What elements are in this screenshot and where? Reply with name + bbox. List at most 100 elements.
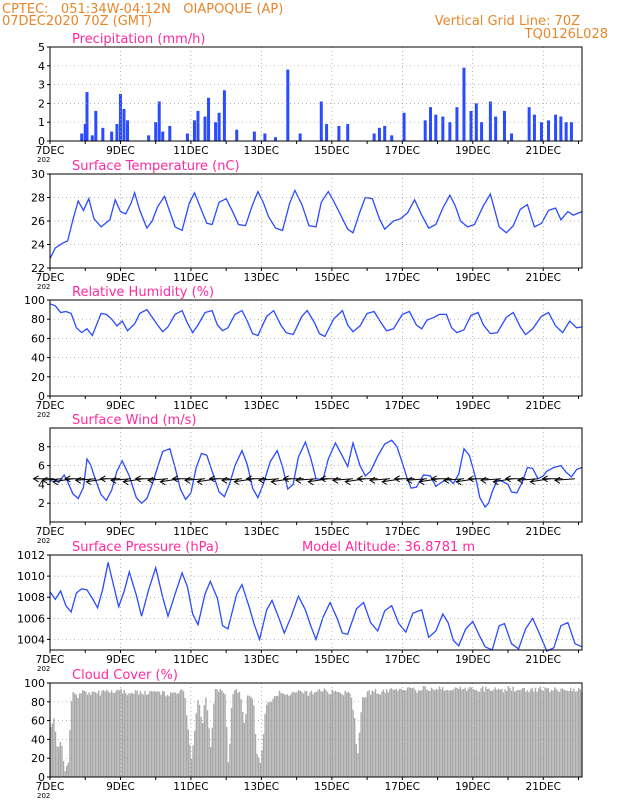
y-tick-label: 2	[38, 497, 45, 510]
cloud-bar	[312, 694, 314, 777]
plot-frame	[49, 554, 583, 651]
cloud-bar	[104, 691, 106, 777]
cloud-bar	[376, 693, 378, 777]
x-tick-label: 15DEC	[314, 526, 349, 538]
cloud-bar	[314, 692, 316, 777]
cloud-bar	[93, 691, 95, 777]
cloud-bar	[162, 690, 164, 777]
precip-bar	[147, 135, 151, 141]
cloud-bar	[70, 701, 73, 777]
x-tick-label: 15DEC	[314, 145, 349, 157]
cloud-bar	[418, 690, 420, 777]
rh-line	[49, 303, 583, 338]
cloud-bar	[491, 690, 493, 777]
wind-arrowhead	[369, 476, 376, 484]
cloud-bar	[459, 686, 461, 777]
cloud-bar	[51, 723, 53, 777]
cloud-bar	[486, 689, 489, 777]
x-tick-label: 19DEC	[455, 654, 490, 666]
precip-bar	[559, 116, 563, 141]
cloud-bar	[371, 690, 373, 777]
cloud-bar	[90, 694, 92, 777]
cloud-bar	[110, 690, 113, 777]
header-grid-note: Vertical Grid Line: 70Z	[434, 14, 580, 29]
cloud-bar	[526, 690, 529, 777]
cloud-bar	[325, 689, 327, 777]
cloud-bar	[307, 695, 309, 777]
cloud-bar	[288, 696, 290, 777]
precip-bar	[569, 122, 573, 141]
cloud-bar	[61, 745, 63, 777]
cloud-bar	[208, 728, 210, 777]
wind-arrowhead	[492, 478, 499, 486]
cloud-bar	[456, 688, 458, 777]
x-tick-label: 11DEC	[173, 781, 208, 793]
panel-temp: 22 24 26 28 30 7DEC 9DEC 11DEC 13DEC 15DEC 17DEC 19…	[31, 159, 583, 291]
cloud-bar	[216, 689, 218, 777]
header-run-id: TQ0126L028	[524, 27, 608, 42]
cloud-bar	[128, 693, 130, 777]
cloud-bar	[571, 690, 573, 777]
cloud-bar	[430, 687, 433, 777]
cloud-bar	[141, 693, 143, 777]
cloud-bar	[554, 687, 556, 777]
wind-arrowhead	[443, 476, 450, 484]
precip-bar	[402, 112, 406, 141]
cloud-bar	[138, 694, 140, 777]
cloud-bar	[333, 691, 335, 777]
cloud-bar	[179, 690, 181, 777]
panel-pres: 1004 1006 1008 1010 1012 7DEC 9DEC 11DEC 13DEC 15…	[17, 540, 583, 673]
cloud-bar	[565, 690, 567, 777]
cloud-bar	[317, 690, 319, 777]
precip-bar	[510, 133, 514, 141]
cloud-bar	[482, 686, 484, 777]
cloud-bar	[294, 692, 297, 777]
cloud-bar	[422, 686, 425, 777]
y-tick-label: 20	[31, 371, 45, 384]
x-tick-label: 11DEC	[173, 272, 208, 284]
x-tick-label: 17DEC	[385, 272, 420, 284]
plot-area	[50, 300, 582, 396]
cloud-bar	[366, 691, 369, 777]
cloud-bar	[210, 746, 212, 777]
x-year-label: 202	[37, 283, 50, 291]
cloud-bar	[320, 691, 322, 777]
cloud-bar	[568, 690, 570, 777]
y-tick-label: 1004	[17, 633, 45, 646]
cloud-bar	[403, 690, 405, 777]
cloud-bar	[501, 688, 503, 777]
cloud-bar	[374, 688, 377, 777]
cloud-bar	[229, 743, 231, 777]
cloud-bar	[198, 704, 201, 777]
cloud-bar	[419, 690, 421, 777]
cloud-bar	[261, 750, 263, 777]
cloud-bar	[168, 696, 170, 777]
cloud-bar	[576, 690, 578, 777]
cloud-bar	[200, 716, 202, 777]
cloud-bar	[533, 691, 535, 777]
header-date: 07DEC2020 70Z (GMT)	[2, 14, 153, 29]
cloud-bar	[509, 687, 511, 777]
cloud-bar	[446, 689, 449, 777]
panel-title: Relative Humidity (%)	[72, 285, 214, 300]
cloud-bar	[453, 689, 455, 777]
x-tick-label: 11DEC	[173, 526, 208, 538]
cloud-bar	[411, 688, 413, 777]
cloud-bar	[213, 703, 215, 777]
cloud-bar	[293, 691, 295, 777]
cloud-bar	[408, 687, 410, 777]
y-tick-label: 4	[38, 478, 45, 491]
x-tick-label: 7DEC	[36, 400, 65, 412]
cloud-bar	[251, 698, 253, 777]
wind-arrow	[554, 478, 575, 481]
cloud-bar	[450, 690, 452, 777]
x-tick-label: 11DEC	[173, 400, 208, 412]
cloud-bar	[170, 692, 172, 777]
cloud-bar	[334, 690, 337, 777]
cloud-bar	[362, 696, 364, 777]
panel-precip: 0 1 2 3 4 5 7DEC 9DEC 11DEC 13DEC 15DEC 17DEC 19DEC 2…	[36, 32, 583, 164]
x-tick-label: 15DEC	[314, 272, 349, 284]
cloud-bar	[557, 690, 559, 777]
cloud-bar	[139, 691, 141, 777]
y-tick-label: 2	[38, 97, 45, 110]
